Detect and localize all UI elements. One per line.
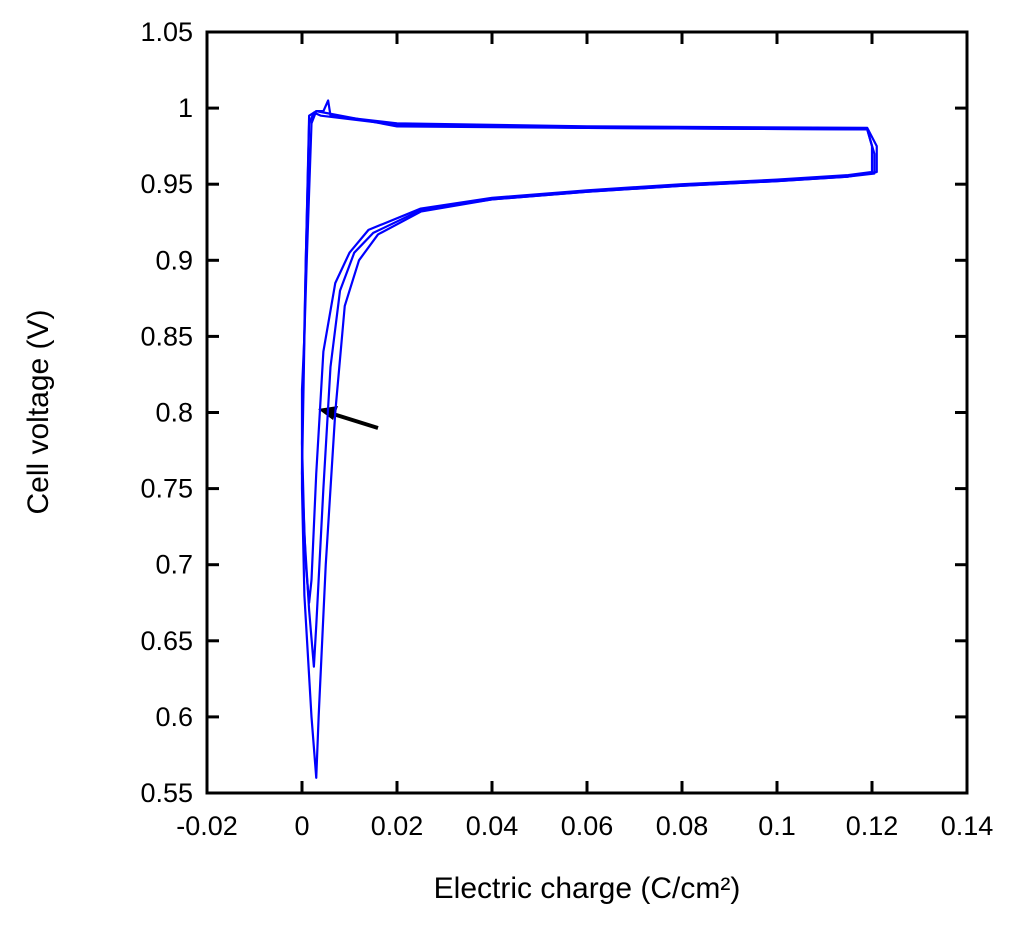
y-tick-label: 0.85 [140,321,193,351]
y-tick-label: 0.6 [155,702,193,732]
x-tick-label: 0 [294,811,309,841]
x-tick-label: 0.1 [758,811,796,841]
y-tick-label: 0.95 [140,169,193,199]
y-tick-label: 0.9 [155,245,193,275]
x-tick-label: 0.14 [941,811,994,841]
y-tick-label: 1 [178,93,193,123]
data-line [300,99,878,779]
x-tick-label: 0.08 [656,811,709,841]
x-axis-label: Electric charge (C/cm²) [434,872,741,905]
y-tick-label: 0.75 [140,474,193,504]
x-tick-label: 0.06 [561,811,614,841]
x-tick-label: 0.04 [466,811,519,841]
x-tick-label: 0.12 [846,811,899,841]
y-tick-label: 0.65 [140,626,193,656]
arrow-shaft [329,411,379,430]
y-tick-label: 1.05 [140,17,193,47]
x-tick-label: -0.02 [176,811,238,841]
y-tick-label: 0.55 [140,778,193,808]
data-line [300,110,874,604]
y-tick-label: 0.7 [155,550,193,580]
y-tick-label: 0.8 [155,398,193,428]
y-axis-label: Cell voltage (V) [22,309,55,514]
x-tick-label: 0.02 [371,811,424,841]
data-line [300,111,876,668]
